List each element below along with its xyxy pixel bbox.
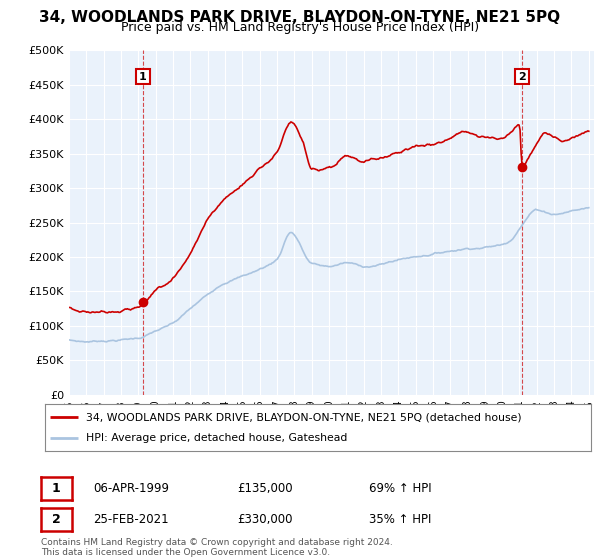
Text: 2: 2 — [518, 72, 526, 82]
Text: 1: 1 — [139, 72, 147, 82]
Text: Contains HM Land Registry data © Crown copyright and database right 2024.
This d: Contains HM Land Registry data © Crown c… — [41, 538, 392, 557]
Text: Price paid vs. HM Land Registry's House Price Index (HPI): Price paid vs. HM Land Registry's House … — [121, 21, 479, 34]
Text: 1: 1 — [52, 482, 61, 495]
Text: 35% ↑ HPI: 35% ↑ HPI — [369, 513, 431, 526]
Text: 06-APR-1999: 06-APR-1999 — [93, 482, 169, 495]
Text: 69% ↑ HPI: 69% ↑ HPI — [369, 482, 431, 495]
Text: £135,000: £135,000 — [237, 482, 293, 495]
Text: 2: 2 — [52, 513, 61, 526]
Text: £330,000: £330,000 — [237, 513, 293, 526]
Text: 34, WOODLANDS PARK DRIVE, BLAYDON-ON-TYNE, NE21 5PQ (detached house): 34, WOODLANDS PARK DRIVE, BLAYDON-ON-TYN… — [86, 412, 521, 422]
Text: 34, WOODLANDS PARK DRIVE, BLAYDON-ON-TYNE, NE21 5PQ: 34, WOODLANDS PARK DRIVE, BLAYDON-ON-TYN… — [40, 10, 560, 25]
Text: 25-FEB-2021: 25-FEB-2021 — [93, 513, 169, 526]
Text: HPI: Average price, detached house, Gateshead: HPI: Average price, detached house, Gate… — [86, 433, 347, 443]
